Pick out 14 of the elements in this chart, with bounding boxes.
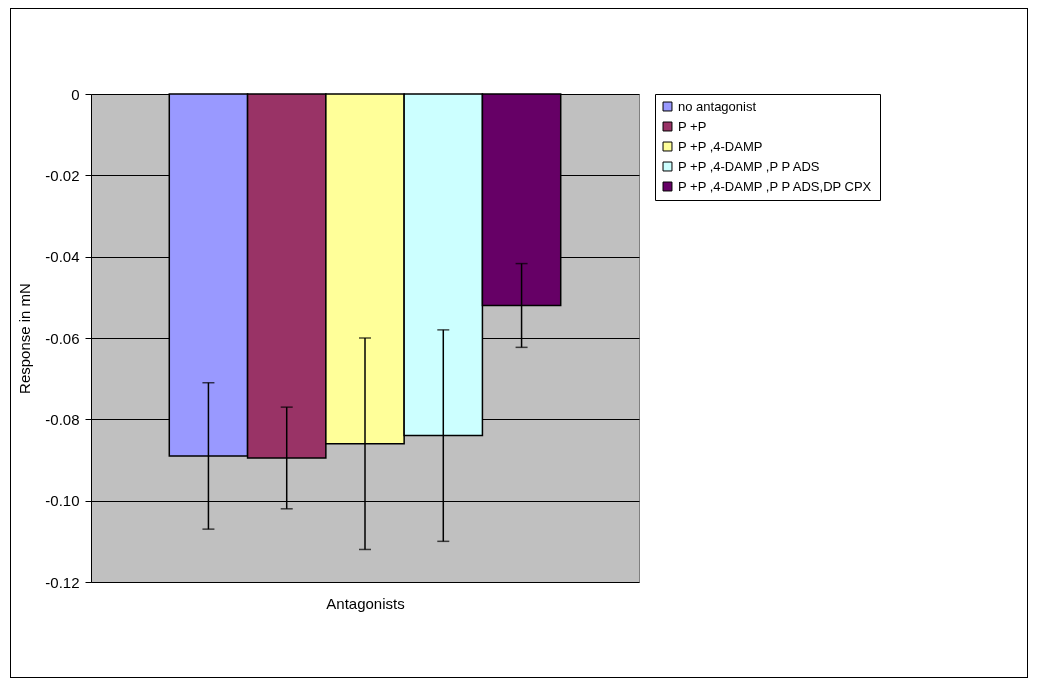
legend-label: no antagonist <box>678 98 757 114</box>
legend-label: P +P <box>678 118 707 134</box>
y-tick-label: -0.06 <box>45 329 80 347</box>
y-tick-label: -0.04 <box>45 248 80 266</box>
y-tick-label: -0.02 <box>45 166 80 184</box>
legend-label: P +P ,4-DAMP ,P P ADS,DP CPX <box>678 178 872 194</box>
y-axis-title: Response in mN <box>16 283 34 394</box>
y-tick-label: -0.08 <box>45 410 80 428</box>
y-tick-label: -0.10 <box>45 492 80 510</box>
x-axis-title: Antagonists <box>326 594 405 612</box>
y-tick-label: -0.12 <box>45 573 80 591</box>
legend-label: P +P ,4-DAMP ,P P ADS <box>678 158 820 174</box>
y-tick-label: 0 <box>71 85 80 103</box>
legend-label: P +P ,4-DAMP <box>678 138 763 154</box>
